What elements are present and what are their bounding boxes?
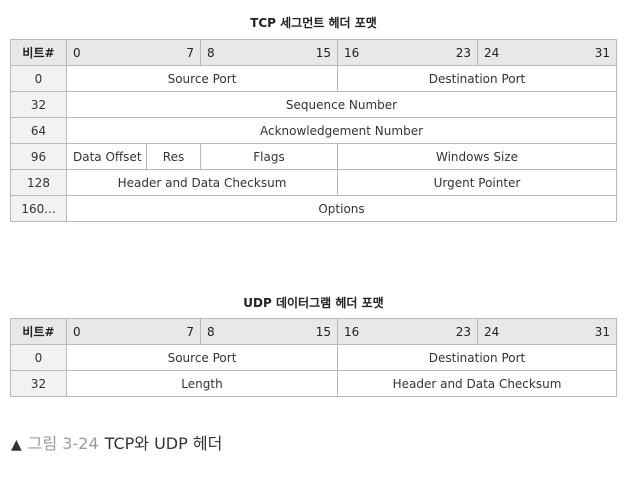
bit-range-16-23: 16 23 — [337, 39, 478, 66]
bit-range-24-31: 24 31 — [477, 318, 617, 345]
table-row: 128 Header and Data Checksum Urgent Poin… — [10, 169, 617, 196]
checksum-field: Header and Data Checksum — [337, 370, 617, 397]
table-row: 0 Source Port Destination Port — [10, 344, 617, 371]
reserved-field: Res — [146, 143, 201, 170]
length-field: Length — [66, 370, 338, 397]
table-row: 64 Acknowledgement Number — [10, 117, 617, 144]
table-row: 0 Source Port Destination Port — [10, 65, 617, 92]
triangle-up-icon: ▲ — [11, 437, 22, 453]
row-offset-label: 32 — [10, 91, 67, 118]
source-port-field: Source Port — [66, 65, 338, 92]
table-row: 32 Sequence Number — [10, 91, 617, 118]
udp-table-title: UDP 데이터그램 헤더 포맷 — [243, 296, 384, 310]
table-row: 32 Length Header and Data Checksum — [10, 370, 617, 397]
figure-caption: ▲ 그림 3-24 TCP와 UDP 헤더 — [11, 430, 222, 454]
bit-range-8-15: 8 15 — [200, 39, 338, 66]
bit-range-8-15: 8 15 — [200, 318, 338, 345]
table-row: 160... Options — [10, 195, 617, 222]
options-field: Options — [66, 195, 617, 222]
row-offset-label: 0 — [10, 344, 67, 371]
row-offset-label: 0 — [10, 65, 67, 92]
figure-caption-text: TCP와 UDP 헤더 — [104, 434, 223, 453]
figure-number: 그림 3-24 — [27, 434, 99, 453]
row-offset-label: 96 — [10, 143, 67, 170]
bit-range-16-23: 16 23 — [337, 318, 478, 345]
row-offset-label: 64 — [10, 117, 67, 144]
data-offset-field: Data Offset — [66, 143, 147, 170]
destination-port-field: Destination Port — [337, 344, 617, 371]
source-port-field: Source Port — [66, 344, 338, 371]
acknowledgement-number-field: Acknowledgement Number — [66, 117, 617, 144]
row-offset-label: 160... — [10, 195, 67, 222]
bit-number-header: 비트# — [10, 39, 67, 66]
flags-field: Flags — [200, 143, 338, 170]
bit-range-24-31: 24 31 — [477, 39, 617, 66]
windows-size-field: Windows Size — [337, 143, 617, 170]
row-offset-label: 32 — [10, 370, 67, 397]
checksum-field: Header and Data Checksum — [66, 169, 338, 196]
row-offset-label: 128 — [10, 169, 67, 196]
urgent-pointer-field: Urgent Pointer — [337, 169, 617, 196]
tcp-table-title: TCP 세그먼트 헤더 포맷 — [250, 16, 377, 30]
sequence-number-field: Sequence Number — [66, 91, 617, 118]
bit-number-header: 비트# — [10, 318, 67, 345]
destination-port-field: Destination Port — [337, 65, 617, 92]
table-row: 96 Data Offset Res Flags Windows Size — [10, 143, 617, 170]
